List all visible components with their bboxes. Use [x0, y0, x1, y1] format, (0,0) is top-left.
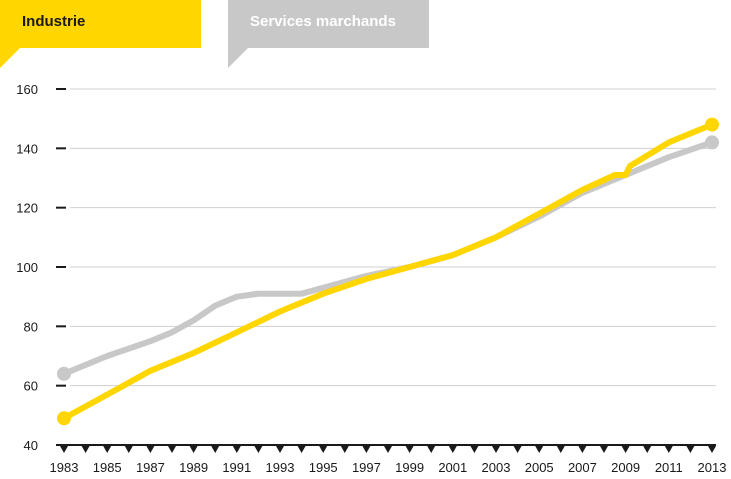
series-end-point-industrie — [705, 117, 719, 132]
x-tick-marker-1995 — [319, 446, 328, 453]
series-start-point-services — [57, 366, 71, 381]
x-tick-marker-2011 — [664, 446, 673, 453]
series-start-point-industrie — [57, 411, 71, 426]
x-tick-label-1991: 1991 — [222, 460, 251, 475]
x-tick-marker-2000 — [427, 446, 436, 453]
y-tick-label-120: 120 — [16, 201, 38, 216]
x-tick-label-1993: 1993 — [266, 460, 295, 475]
x-tick-marker-2005 — [535, 446, 544, 453]
x-tick-label-1987: 1987 — [136, 460, 165, 475]
legend-industrie-label: Industrie — [22, 13, 86, 30]
x-tick-marker-1998 — [384, 446, 392, 453]
x-tick-marker-2008 — [600, 446, 608, 453]
x-tick-label-2005: 2005 — [525, 460, 554, 475]
x-tick-label-2013: 2013 — [698, 460, 727, 475]
x-tick-marker-2001 — [448, 446, 457, 453]
x-tick-label-1989: 1989 — [179, 460, 208, 475]
x-tick-label-1983: 1983 — [50, 460, 79, 475]
x-tick-marker-1997 — [362, 446, 371, 453]
x-tick-marker-2013 — [708, 446, 716, 453]
x-tick-label-1985: 1985 — [93, 460, 122, 475]
x-tick-marker-1983 — [60, 446, 68, 453]
x-tick-marker-1991 — [232, 446, 241, 453]
y-tick-label-60: 60 — [24, 379, 38, 394]
x-tick-marker-1987 — [146, 446, 155, 453]
x-tick-label-2011: 2011 — [655, 460, 683, 475]
legend-services-label: Services marchands — [250, 13, 396, 30]
legend-services-pointer — [228, 48, 248, 68]
series-line-industrie — [61, 121, 715, 422]
x-tick-marker-1994 — [297, 446, 306, 453]
x-tick-marker-2006 — [556, 446, 565, 453]
legend-services: Services marchands — [228, 0, 429, 48]
x-tick-label-2007: 2007 — [568, 460, 597, 475]
x-tick-label-1997: 1997 — [352, 460, 381, 475]
x-tick-marker-2009 — [621, 446, 630, 453]
legend-industrie-pointer — [0, 48, 20, 68]
x-tick-marker-1999 — [405, 446, 414, 453]
y-tick-label-100: 100 — [16, 260, 38, 275]
x-tick-label-2003: 2003 — [482, 460, 511, 475]
x-tick-marker-1990 — [211, 446, 220, 453]
x-tick-marker-2003 — [492, 446, 500, 453]
x-tick-marker-1988 — [168, 446, 176, 453]
x-tick-marker-1985 — [103, 446, 112, 453]
x-tick-marker-2007 — [578, 446, 587, 453]
x-tick-label-1999: 1999 — [395, 460, 424, 475]
y-tick-label-40: 40 — [24, 438, 38, 453]
x-tick-label-2009: 2009 — [611, 460, 640, 475]
series-end-point-services — [705, 135, 719, 150]
y-tick-label-160: 160 — [16, 82, 38, 97]
y-tick-label-140: 140 — [16, 141, 38, 156]
x-tick-label-2001: 2001 — [438, 460, 467, 475]
legend-industrie: Industrie — [0, 0, 201, 48]
x-tick-marker-2010 — [643, 446, 652, 453]
x-tick-marker-1989 — [189, 446, 198, 453]
y-tick-label-80: 80 — [24, 319, 38, 334]
x-tick-marker-2004 — [513, 446, 522, 453]
x-tick-marker-1984 — [81, 446, 90, 453]
x-tick-label-1995: 1995 — [309, 460, 338, 475]
x-tick-marker-1992 — [254, 446, 263, 453]
x-tick-marker-1996 — [340, 446, 349, 453]
x-tick-marker-1993 — [276, 446, 284, 453]
x-tick-marker-1986 — [124, 446, 133, 453]
x-tick-marker-2002 — [470, 446, 479, 453]
x-tick-marker-2012 — [686, 446, 695, 453]
